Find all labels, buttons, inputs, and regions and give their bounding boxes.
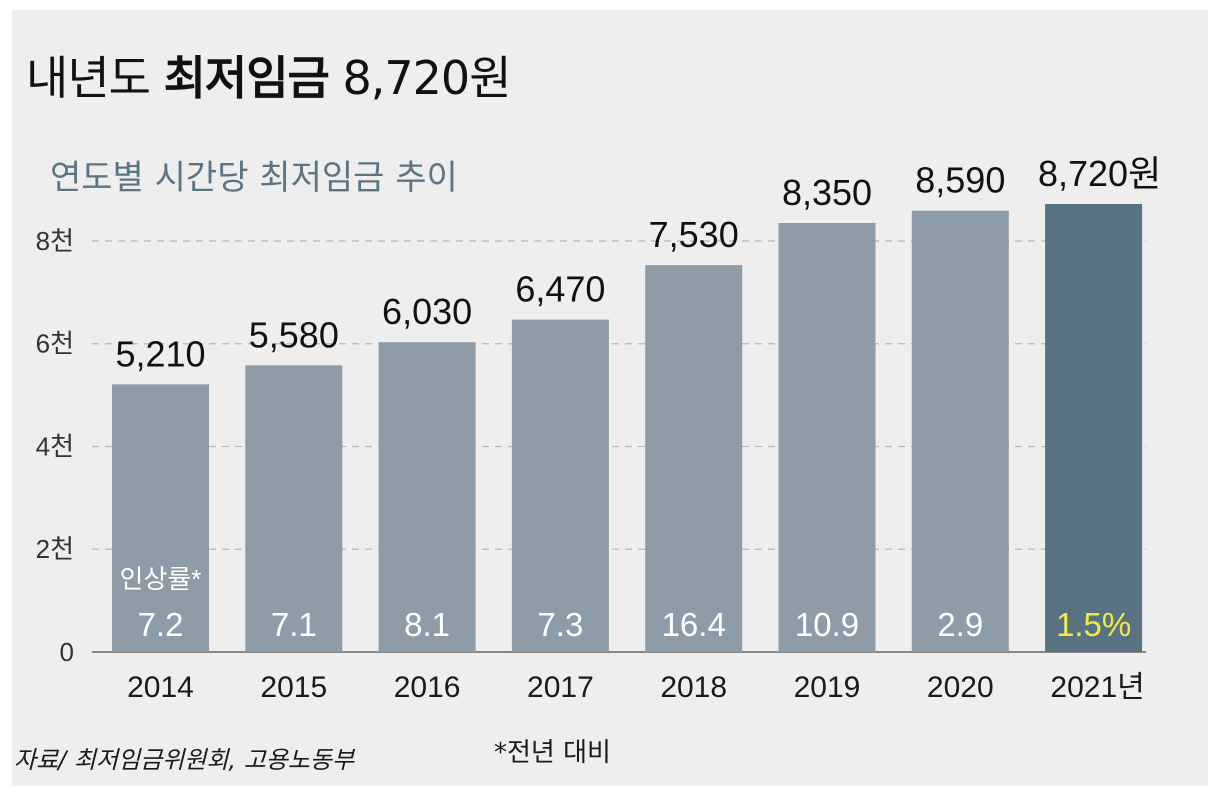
- bar-chart: 0 2천 4천 6천 8천 5,210 7.2 2014 5,580 7.1 2015 6,030 8.…: [36, 153, 1162, 704]
- source-credit: 자료/ 최저임금위원회, 고용노동부: [14, 746, 355, 774]
- y-tick-label: 6천: [36, 329, 74, 359]
- rate-label: 16.4: [662, 606, 726, 643]
- y-tick-label: 4천: [36, 431, 74, 461]
- y-tick-label: 2천: [36, 534, 74, 564]
- label-layer: 0 2천 4천 6천 8천 5,210 7.2 2014 5,580 7.1 2015 6,030 8.…: [36, 153, 1162, 704]
- x-tick-label: 2014: [127, 671, 194, 704]
- chart-subtitle: 연도별 시간당 최저임금 추이: [50, 158, 458, 198]
- x-tick-label: 2019: [794, 671, 861, 704]
- x-tick-label: 2017: [527, 671, 594, 704]
- x-tick-label: 2020: [927, 671, 994, 704]
- title-prefix: 내년도: [26, 51, 151, 105]
- bar-layer: [112, 204, 1143, 653]
- rate-label: 7.2: [138, 606, 184, 643]
- x-tick-label: 2016: [394, 671, 461, 704]
- rate-heading: 인상률*: [120, 564, 202, 594]
- value-label: 6,470: [515, 269, 605, 310]
- value-label: 8,350: [782, 172, 872, 213]
- x-tick-label: 2015: [260, 671, 327, 704]
- y-tick-label: 8천: [36, 226, 74, 256]
- rate-label: 7.1: [271, 606, 317, 643]
- title-value: 8,720원: [342, 51, 512, 105]
- bar-2017: [511, 319, 609, 652]
- bar-2015: [245, 365, 343, 652]
- x-tick-label: 2021년: [1050, 671, 1144, 704]
- bar-2020: [911, 210, 1009, 652]
- rate-label: 2.9: [937, 606, 983, 643]
- value-label: 6,030: [382, 291, 472, 332]
- rate-label: 1.5%: [1056, 606, 1131, 643]
- bar-2016: [378, 342, 476, 652]
- rate-label: 10.9: [795, 606, 859, 643]
- value-label: 5,580: [249, 314, 339, 355]
- rate-label: 7.3: [537, 606, 583, 643]
- value-label: 8,590: [915, 160, 1005, 201]
- title-emphasis: 최저임금: [163, 51, 330, 105]
- bar-2019: [778, 223, 876, 653]
- bar-2021: [1045, 204, 1143, 652]
- y-tick-label: 0: [60, 637, 74, 667]
- bar-2014: [112, 384, 209, 652]
- x-tick-label: 2018: [660, 671, 727, 704]
- footnote: *전년 대비: [494, 738, 611, 768]
- value-label: 8,720원: [1038, 153, 1161, 194]
- value-label: 7,530: [649, 214, 739, 255]
- rate-label: 8.1: [404, 606, 450, 643]
- value-label: 5,210: [115, 333, 205, 374]
- bar-2018: [645, 265, 743, 652]
- page-title: 내년도 최저임금 8,720원: [26, 42, 512, 108]
